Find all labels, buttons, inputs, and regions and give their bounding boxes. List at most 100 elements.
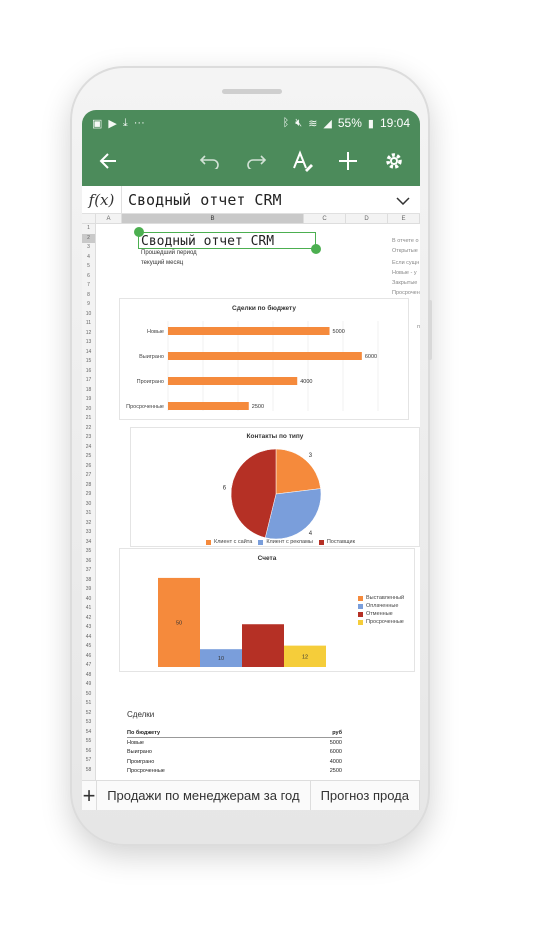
spreadsheet-grid[interactable]: 1 2 3 4 5 6 7 8 9 10 11 12 13 14 15 16 17 18 19 20 21 22 23 24 2…: [82, 224, 420, 784]
sheet-canvas[interactable]: Сводный отчет CRM Прошедший период текущ…: [97, 224, 420, 784]
row-header[interactable]: 19: [85, 396, 92, 402]
row-header[interactable]: 35: [85, 548, 92, 554]
sheet-title[interactable]: Сводный отчет CRM: [141, 234, 275, 249]
row-header[interactable]: 20: [85, 405, 92, 412]
right-note[interactable]: Если сущн: [392, 260, 420, 266]
row-header[interactable]: 56: [85, 747, 92, 754]
row-header[interactable]: 58: [85, 766, 92, 773]
row-header[interactable]: 31: [85, 510, 92, 516]
row-header[interactable]: 54: [85, 728, 92, 735]
right-marker[interactable]: п: [417, 324, 420, 330]
undo-icon[interactable]: [196, 147, 224, 175]
table-cell[interactable]: 5000: [329, 739, 342, 746]
row-header[interactable]: 46: [85, 652, 92, 659]
row-header[interactable]: 45: [85, 643, 92, 649]
table-cell[interactable]: Просроченные: [127, 767, 165, 774]
column-header-a[interactable]: A: [96, 214, 122, 223]
column-header-c[interactable]: C: [304, 214, 346, 223]
row-header[interactable]: 5: [87, 263, 90, 269]
row-header[interactable]: 42: [85, 614, 92, 621]
selected-cell-range[interactable]: [138, 232, 316, 249]
row-header[interactable]: 49: [85, 681, 92, 687]
tab-sales-forecast[interactable]: Прогноз прода: [311, 781, 420, 810]
add-sheet-button[interactable]: +: [82, 781, 98, 810]
row-header[interactable]: 34: [85, 538, 92, 545]
table-header-cell[interactable]: По бюджету: [127, 730, 161, 737]
row-header[interactable]: 26: [85, 462, 92, 469]
row-header[interactable]: 41: [85, 605, 92, 611]
row-header[interactable]: 37: [85, 567, 92, 573]
row-header[interactable]: 33: [85, 529, 92, 535]
contacts-type-chart[interactable]: Контакты по типу 3 4 6 Клиент с сайта Клие…: [130, 427, 420, 547]
row-header[interactable]: 3: [87, 244, 90, 250]
row-header[interactable]: 25: [85, 453, 92, 459]
add-icon[interactable]: [334, 147, 362, 175]
chevron-down-icon[interactable]: [386, 192, 420, 208]
formula-input[interactable]: Сводный отчет CRM: [128, 190, 282, 209]
row-header[interactable]: 21: [85, 415, 92, 421]
row-header[interactable]: 18: [85, 386, 92, 393]
row-header[interactable]: 24: [85, 443, 92, 450]
column-header-d[interactable]: D: [346, 214, 388, 223]
settings-gear-icon[interactable]: [380, 147, 408, 175]
row-header[interactable]: 12: [85, 329, 92, 336]
column-header-e[interactable]: E: [388, 214, 420, 223]
row-header[interactable]: 7: [87, 282, 90, 288]
row-header[interactable]: 39: [85, 586, 92, 592]
function-icon[interactable]: f(x): [82, 186, 122, 213]
period-value[interactable]: текущий месяц: [141, 260, 184, 266]
selection-handle-start[interactable]: [134, 227, 144, 237]
row-header[interactable]: 22: [85, 424, 92, 431]
redo-icon[interactable]: [242, 147, 270, 175]
row-header[interactable]: 23: [85, 434, 92, 440]
deals-table-title[interactable]: Сделки: [127, 710, 155, 719]
row-header[interactable]: 52: [85, 709, 92, 716]
table-cell[interactable]: 6000: [329, 749, 342, 756]
row-header[interactable]: 32: [85, 519, 92, 526]
row-header[interactable]: 15: [85, 358, 92, 364]
row-header[interactable]: 50: [85, 690, 92, 697]
right-note[interactable]: Открытые: [392, 248, 418, 254]
row-header[interactable]: 6: [87, 272, 90, 279]
row-header[interactable]: 13: [85, 339, 92, 345]
row-header[interactable]: 11: [85, 320, 92, 326]
row-header[interactable]: 29: [85, 491, 92, 497]
row-header[interactable]: 36: [85, 557, 92, 564]
row-header[interactable]: 48: [85, 671, 92, 678]
row-header[interactable]: 17: [85, 377, 92, 383]
row-header[interactable]: 57: [85, 757, 92, 763]
formula-bar[interactable]: f(x) Сводный отчет CRM: [82, 186, 420, 214]
row-header[interactable]: 55: [85, 738, 92, 744]
column-header-b[interactable]: B: [122, 214, 304, 223]
row-header[interactable]: 51: [85, 700, 92, 706]
right-note[interactable]: Просрочен: [392, 290, 420, 296]
row-header[interactable]: 47: [85, 662, 92, 668]
table-cell[interactable]: Проиграно: [127, 758, 155, 765]
row-header[interactable]: 40: [85, 595, 92, 602]
selection-handle-end[interactable]: [311, 244, 321, 254]
invoices-chart[interactable]: Счета 50 10 12 Выставленный Оплаченные Отм…: [119, 548, 415, 672]
right-note[interactable]: Новые - у: [392, 270, 417, 276]
row-header[interactable]: 44: [85, 633, 92, 640]
back-arrow-icon[interactable]: [94, 147, 122, 175]
text-format-icon[interactable]: [288, 147, 316, 175]
table-cell[interactable]: Выиграно: [127, 749, 152, 756]
right-note[interactable]: В отчете о: [392, 238, 419, 244]
table-cell[interactable]: 2500: [329, 767, 342, 774]
row-header[interactable]: 8: [87, 291, 90, 298]
row-header[interactable]: 9: [87, 301, 90, 307]
right-note[interactable]: Закрытые: [392, 280, 418, 286]
deals-budget-chart[interactable]: Сделки по бюджету Новые 5000 Выиграно 6000 П…: [119, 298, 409, 420]
row-header[interactable]: 43: [85, 624, 92, 630]
row-header[interactable]: 16: [85, 367, 92, 374]
row-header[interactable]: 14: [85, 348, 92, 355]
select-all-corner[interactable]: [82, 214, 96, 223]
period-label[interactable]: Прошедший период: [141, 250, 197, 256]
row-header[interactable]: 38: [85, 576, 92, 583]
row-header[interactable]: 30: [85, 500, 92, 507]
row-header[interactable]: 27: [85, 472, 92, 478]
row-header[interactable]: 53: [85, 719, 92, 725]
table-header-cell[interactable]: руб: [332, 730, 342, 737]
row-header[interactable]: 28: [85, 481, 92, 488]
row-header[interactable]: 2: [82, 233, 95, 243]
